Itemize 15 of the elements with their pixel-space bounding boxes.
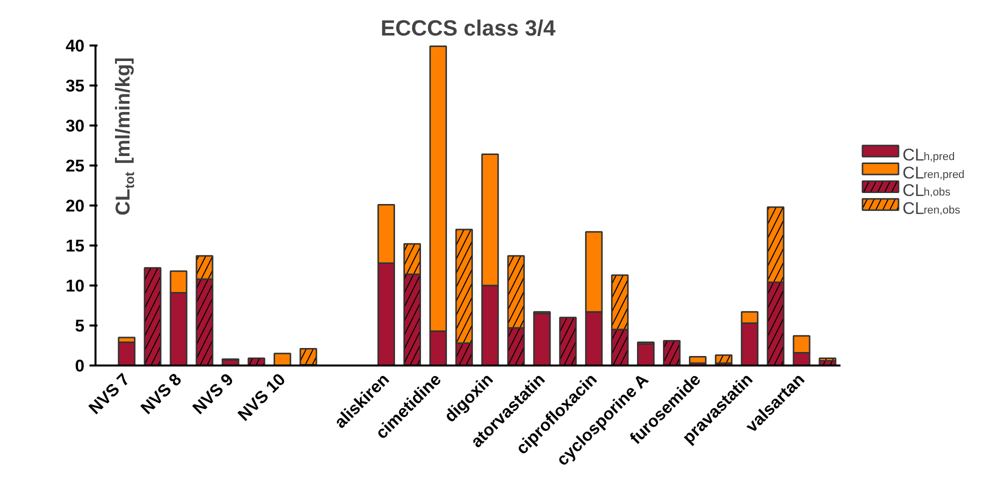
y-tick-label: 35 [66,76,85,96]
legend-label: CLh,pred [902,146,955,165]
y-tick-label: 0 [75,356,85,376]
y-tick-label: 5 [75,316,85,336]
legend-label: CLren,obs [902,198,961,218]
y-tick-label: 20 [66,196,85,216]
chart-title: ECCCS class 3/4 [380,16,556,40]
y-tick-label: 15 [66,236,85,256]
y-tick-label: 10 [66,276,85,296]
y-axis-title: CLtot [ml/min/kg] [112,57,137,216]
legend-label: CLh,obs [902,181,951,200]
legend-label: CLren,pred [902,163,965,182]
y-tick-label: 40 [66,36,85,56]
y-tick-label: 30 [66,116,85,136]
y-tick-label: 25 [66,156,85,176]
